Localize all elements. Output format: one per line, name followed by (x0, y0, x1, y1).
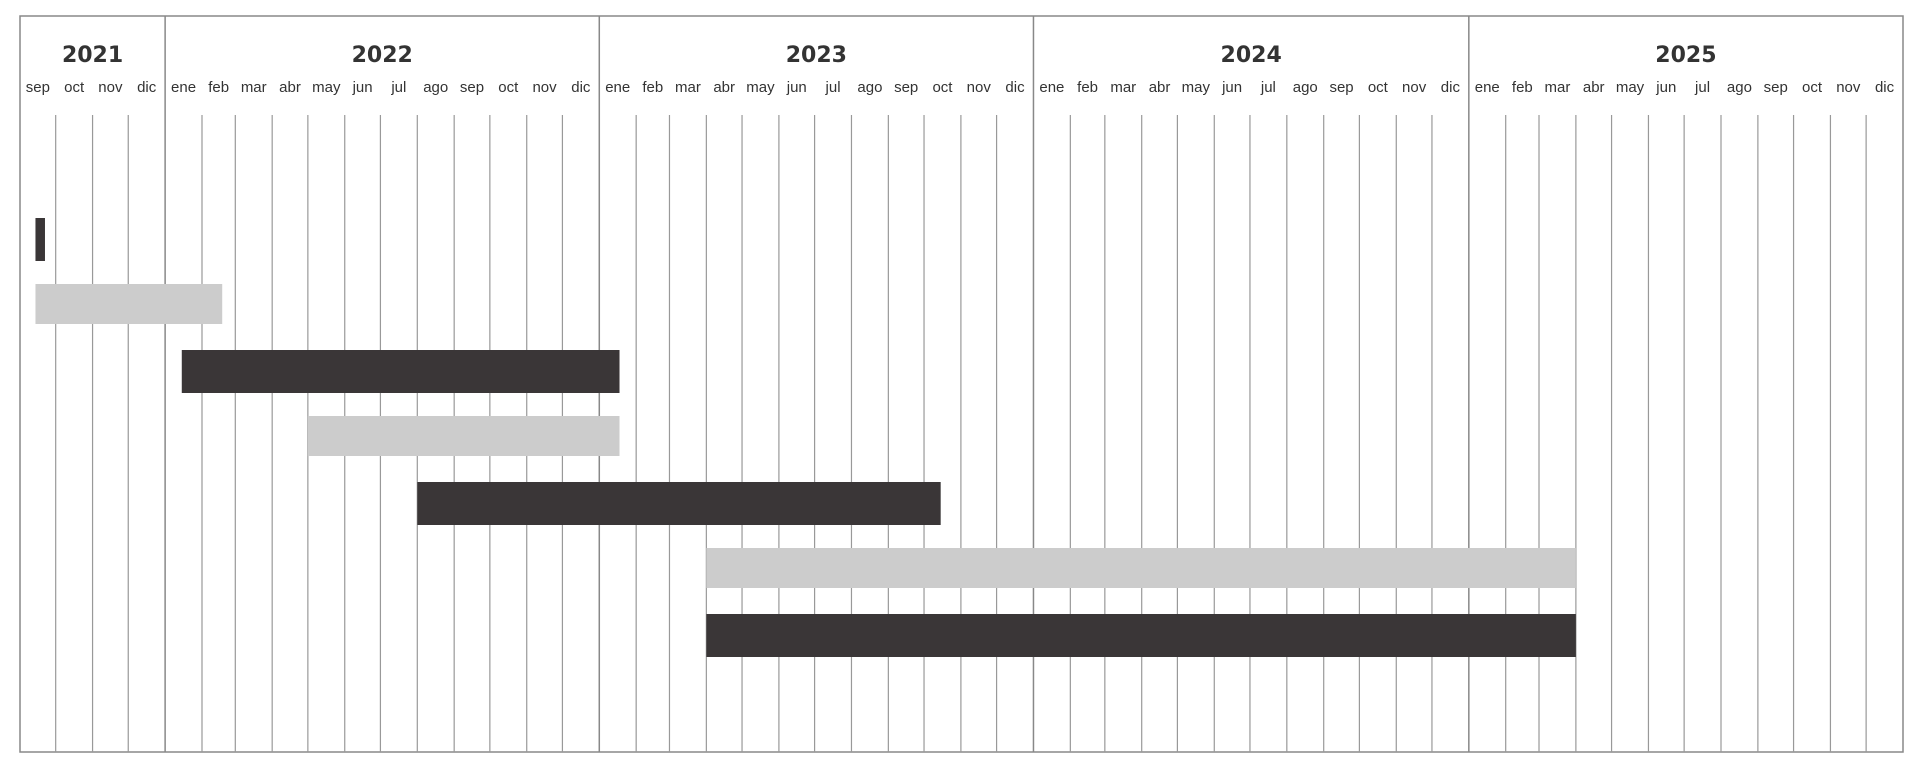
month-label: oct (1802, 79, 1823, 96)
month-label: oct (1368, 79, 1389, 96)
month-label: nov (967, 79, 992, 96)
month-label: jul (1260, 79, 1276, 96)
month-label: oct (932, 79, 953, 96)
month-label: nov (98, 79, 123, 96)
month-label: feb (1077, 79, 1098, 96)
month-label: dic (137, 79, 157, 96)
month-label: sep (1764, 79, 1788, 96)
month-label: jul (390, 79, 406, 96)
month-label: jul (1694, 79, 1710, 96)
task-bar (706, 548, 1576, 588)
month-label: mar (1110, 79, 1136, 96)
month-label: mar (241, 79, 267, 96)
month-label: nov (1836, 79, 1861, 96)
month-label: jun (1221, 79, 1242, 96)
month-label: sep (1329, 79, 1353, 96)
month-label: sep (26, 79, 50, 96)
month-label: abr (279, 79, 301, 96)
month-label: ago (1293, 79, 1318, 96)
task-bar (417, 482, 941, 525)
year-label: 2022 (352, 43, 413, 68)
task-bar (35, 284, 223, 324)
task-bar (181, 350, 620, 393)
month-label: jun (786, 79, 807, 96)
month-label: abr (1583, 79, 1605, 96)
month-label: dic (571, 79, 591, 96)
month-label: jun (352, 79, 373, 96)
month-label: ene (605, 79, 630, 96)
month-label: oct (64, 79, 85, 96)
task-bar (706, 614, 1576, 657)
month-label: oct (498, 79, 519, 96)
month-label: feb (642, 79, 663, 96)
month-label: jul (825, 79, 841, 96)
month-label: ago (423, 79, 448, 96)
month-label: nov (532, 79, 557, 96)
year-label: 2023 (786, 43, 847, 68)
month-label: sep (894, 79, 918, 96)
month-label: abr (713, 79, 735, 96)
month-label: sep (460, 79, 484, 96)
task-bar (35, 218, 45, 261)
month-label: may (746, 79, 775, 96)
month-label: mar (675, 79, 701, 96)
month-label: abr (1149, 79, 1171, 96)
month-label: dic (1875, 79, 1895, 96)
month-label: ago (857, 79, 882, 96)
month-label: mar (1545, 79, 1571, 96)
month-label: may (1616, 79, 1645, 96)
month-label: jun (1655, 79, 1676, 96)
month-label: may (1182, 79, 1211, 96)
month-label: dic (1005, 79, 1025, 96)
year-label: 2024 (1221, 43, 1282, 68)
month-label: feb (208, 79, 229, 96)
month-label: ago (1727, 79, 1752, 96)
month-label: nov (1402, 79, 1427, 96)
month-label: ene (1475, 79, 1500, 96)
task-bar (307, 416, 620, 456)
month-label: ene (1039, 79, 1064, 96)
month-label: feb (1512, 79, 1533, 96)
year-label: 2021 (62, 43, 123, 68)
year-label: 2025 (1655, 43, 1716, 68)
month-label: ene (171, 79, 196, 96)
month-label: may (312, 79, 341, 96)
month-label: dic (1441, 79, 1461, 96)
